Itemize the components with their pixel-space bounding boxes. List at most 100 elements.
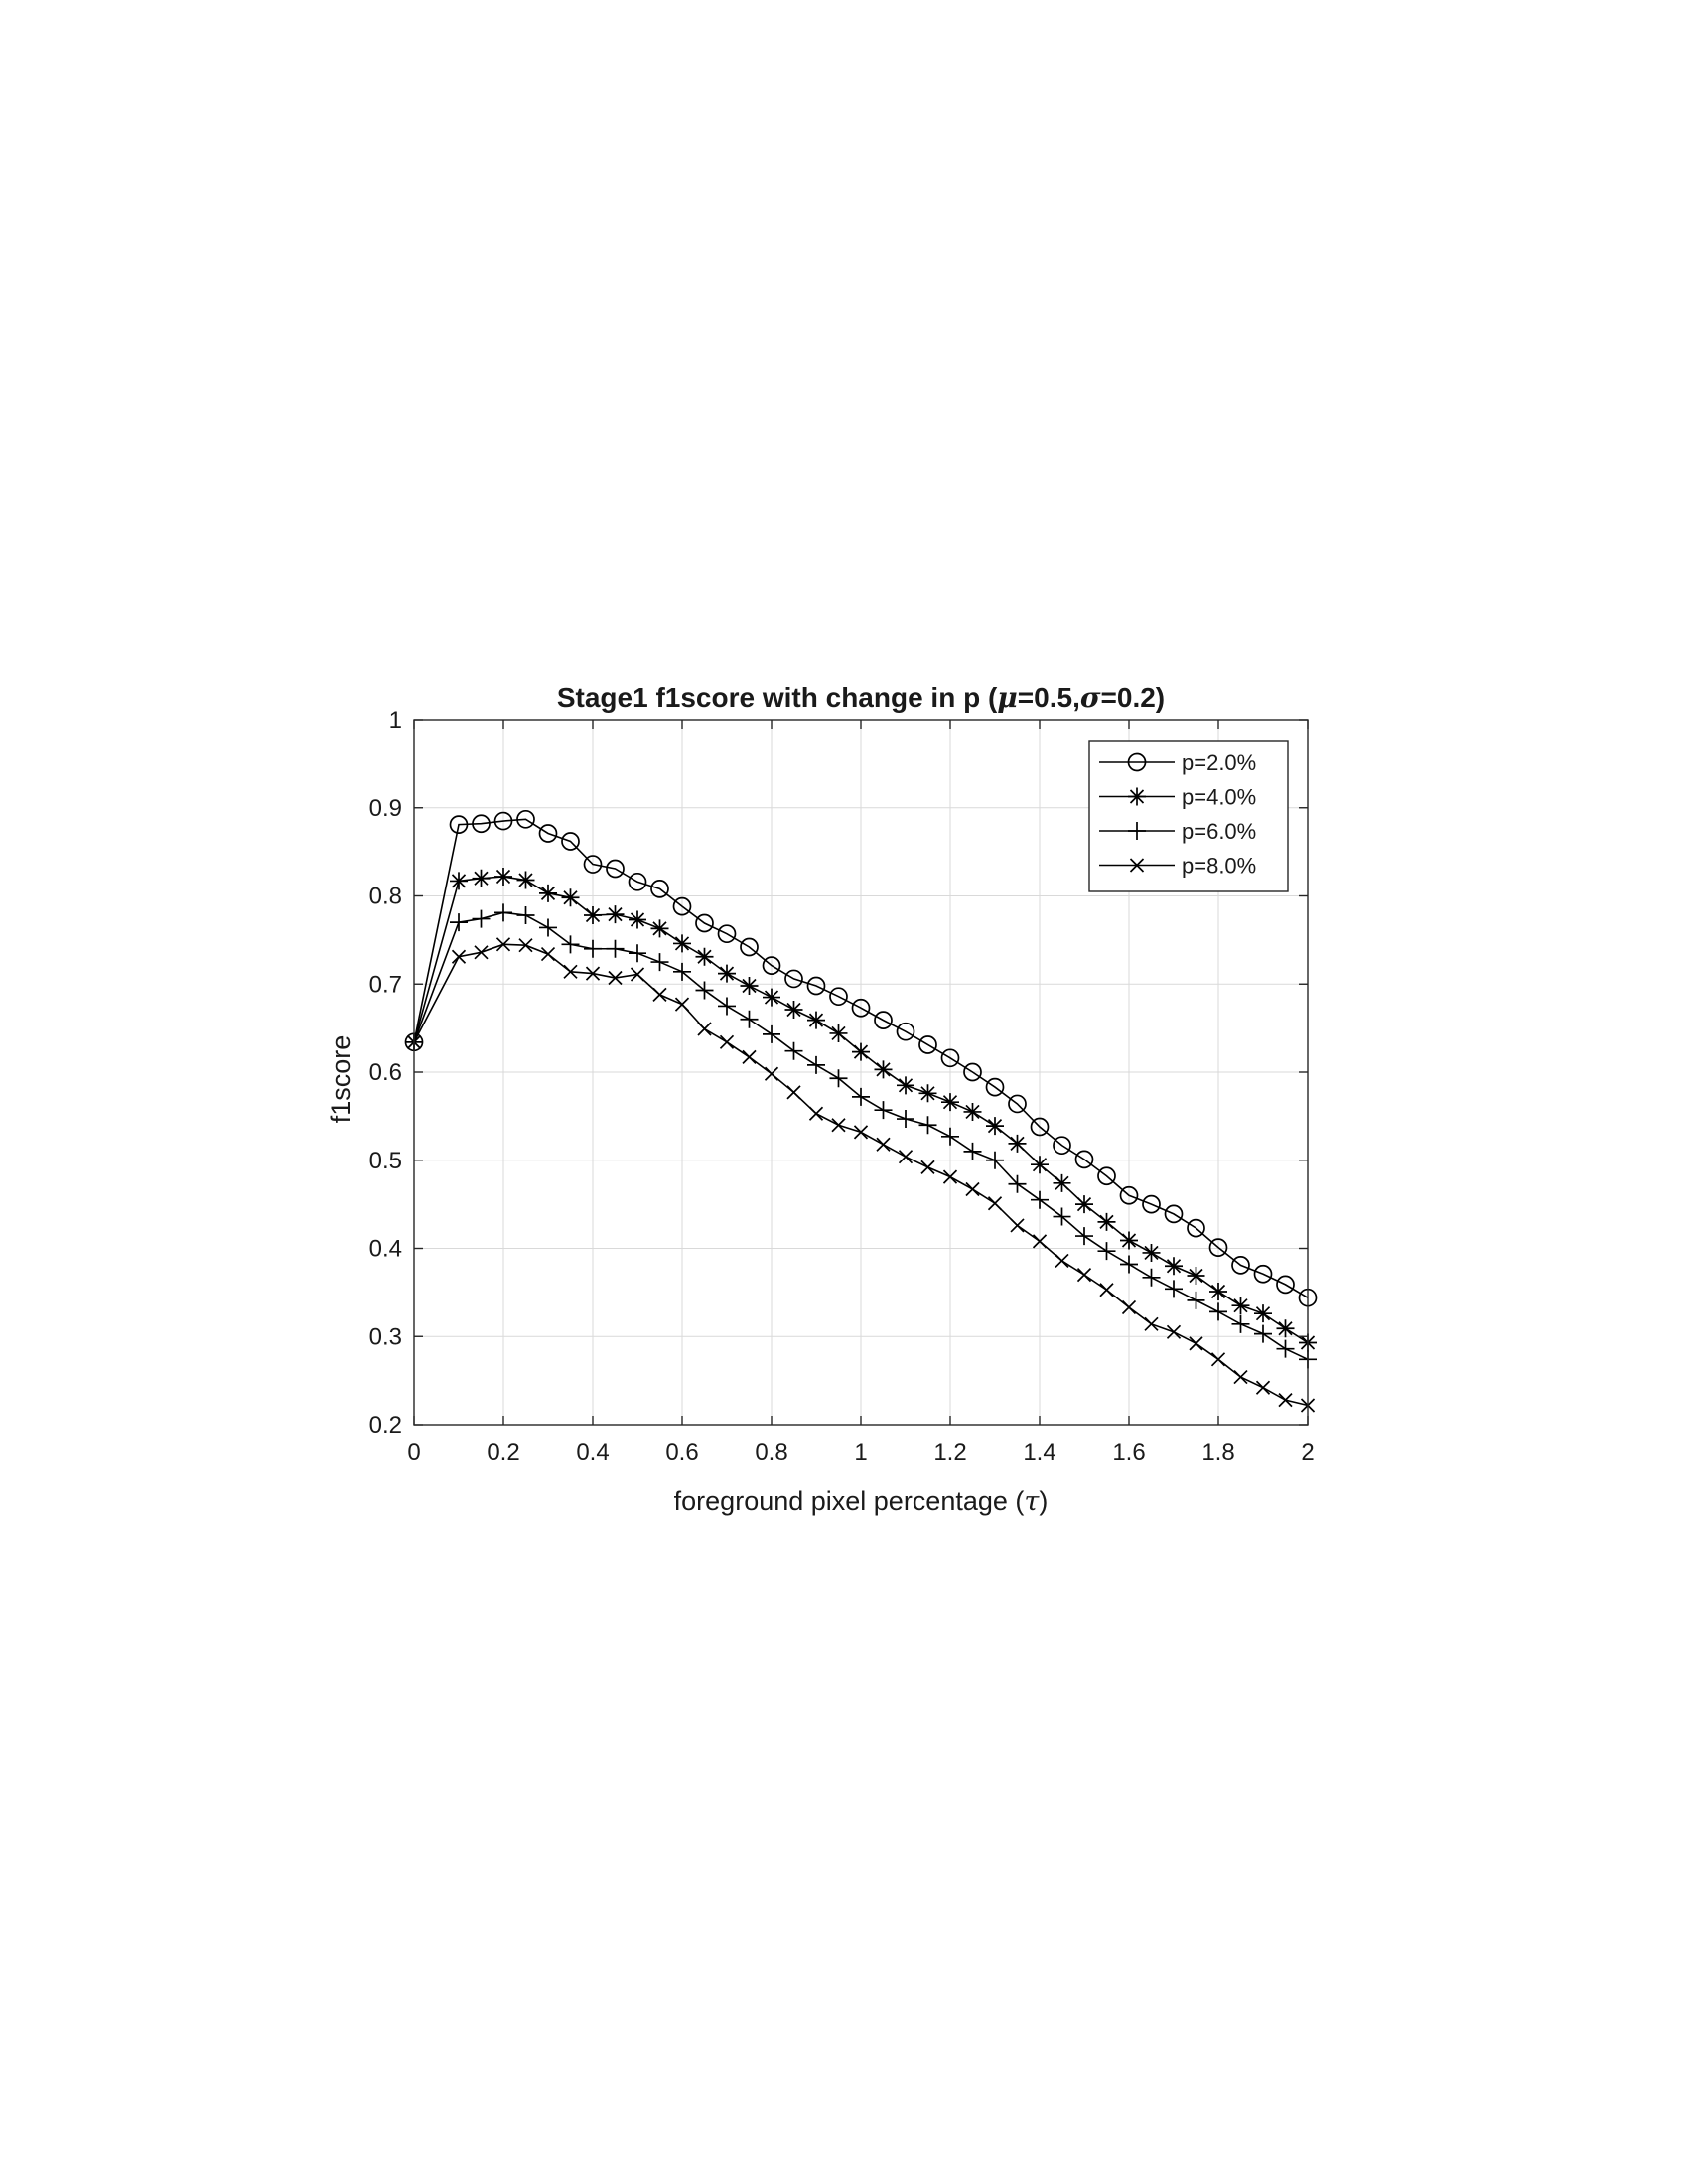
- chart-title-sigma: σ: [1080, 681, 1101, 714]
- data-point: [650, 880, 669, 898]
- marker-asterisk: [472, 869, 491, 887]
- marker-plus: [1128, 822, 1146, 840]
- marker-circle: [740, 937, 759, 957]
- y-tick-label: 0.5: [369, 1148, 402, 1174]
- data-point: [740, 1010, 759, 1028]
- marker-circle: [583, 855, 603, 874]
- series-p-4-0-: [405, 867, 1317, 1352]
- marker-plus: [494, 903, 512, 922]
- data-point: [762, 956, 781, 975]
- data-point: [829, 1069, 848, 1088]
- marker-plus: [472, 909, 491, 928]
- data-point: [941, 1127, 959, 1146]
- legend-item: p=6.0%: [1099, 819, 1256, 844]
- marker-x: [1055, 1253, 1069, 1269]
- data-point: [851, 998, 871, 1018]
- data-point: [1053, 1136, 1071, 1156]
- y-tick-label: 0.4: [369, 1236, 402, 1263]
- marker-plus: [650, 953, 669, 972]
- marker-asterisk: [874, 1060, 893, 1079]
- marker-x: [853, 1125, 869, 1140]
- data-point: [1144, 1316, 1159, 1331]
- marker-x: [674, 997, 690, 1012]
- data-point: [876, 1137, 891, 1152]
- data-point: [965, 1181, 980, 1197]
- data-point: [1278, 1393, 1293, 1408]
- marker-circle: [918, 1035, 937, 1054]
- data-point: [807, 1055, 825, 1074]
- data-point: [1008, 1134, 1027, 1153]
- data-point: [1166, 1324, 1182, 1339]
- data-point: [897, 1110, 914, 1129]
- x-tick-label: 0.8: [755, 1439, 787, 1466]
- marker-x: [608, 970, 623, 986]
- marker-plus: [673, 962, 691, 981]
- data-point: [561, 832, 580, 851]
- data-point: [918, 1084, 937, 1103]
- marker-x: [1129, 858, 1145, 873]
- series-line: [413, 943, 1309, 1407]
- legend-item: p=4.0%: [1099, 785, 1256, 810]
- data-point: [695, 913, 714, 933]
- marker-asterisk: [1097, 1212, 1116, 1231]
- data-point: [1187, 1291, 1205, 1309]
- data-point: [1097, 1166, 1116, 1186]
- marker-x: [474, 945, 489, 960]
- marker-plus: [1142, 1268, 1161, 1287]
- data-point: [896, 1022, 915, 1041]
- data-point: [1187, 1267, 1205, 1286]
- x-tick-label: 1.2: [933, 1439, 966, 1466]
- legend-marker: [1128, 787, 1146, 806]
- data-point: [630, 967, 645, 982]
- data-point: [472, 814, 491, 834]
- marker-circle: [1030, 1117, 1050, 1137]
- marker-circle: [1053, 1136, 1071, 1156]
- marker-plus: [1276, 1339, 1295, 1358]
- data-point: [606, 905, 625, 924]
- marker-x: [630, 967, 645, 982]
- marker-asterisk: [494, 867, 512, 886]
- data-point: [472, 869, 491, 887]
- series-p-6-0-: [405, 903, 1317, 1369]
- data-point: [764, 1066, 779, 1081]
- marker-circle: [1231, 1256, 1250, 1275]
- marker-x: [965, 1181, 980, 1197]
- legend-label: p=2.0%: [1182, 751, 1256, 775]
- data-point: [606, 939, 625, 958]
- data-point: [717, 924, 737, 944]
- data-point: [1165, 1257, 1183, 1276]
- data-point: [740, 937, 759, 957]
- y-tick-label: 1: [389, 707, 402, 734]
- data-point: [1031, 1156, 1049, 1174]
- data-point: [493, 811, 513, 831]
- data-point: [516, 809, 535, 829]
- marker-asterisk: [829, 1024, 848, 1042]
- marker-asterisk: [584, 906, 602, 925]
- marker-asterisk: [740, 977, 759, 996]
- marker-plus: [897, 1110, 914, 1129]
- data-point: [852, 1042, 870, 1061]
- chart-title-sigma-value: =0.2): [1101, 682, 1166, 713]
- data-point: [1075, 1195, 1093, 1214]
- data-point: [561, 888, 580, 907]
- marker-plus: [829, 1069, 848, 1088]
- marker-asterisk: [450, 872, 468, 890]
- marker-x: [808, 1106, 824, 1121]
- data-point: [1233, 1369, 1248, 1385]
- marker-circle: [1008, 1094, 1027, 1114]
- marker-x: [1076, 1268, 1092, 1283]
- data-point: [963, 1062, 982, 1082]
- marker-circle: [806, 976, 826, 996]
- data-point: [1120, 1231, 1138, 1250]
- data-point: [918, 1035, 937, 1054]
- data-point: [1032, 1234, 1048, 1249]
- data-point: [1142, 1194, 1161, 1214]
- marker-circle: [1276, 1275, 1295, 1295]
- data-point: [561, 935, 580, 954]
- marker-x: [652, 987, 667, 1003]
- marker-x: [831, 1118, 846, 1133]
- data-point: [650, 953, 669, 972]
- marker-x: [1255, 1380, 1271, 1395]
- marker-x: [1233, 1369, 1248, 1385]
- marker-circle: [963, 1062, 982, 1082]
